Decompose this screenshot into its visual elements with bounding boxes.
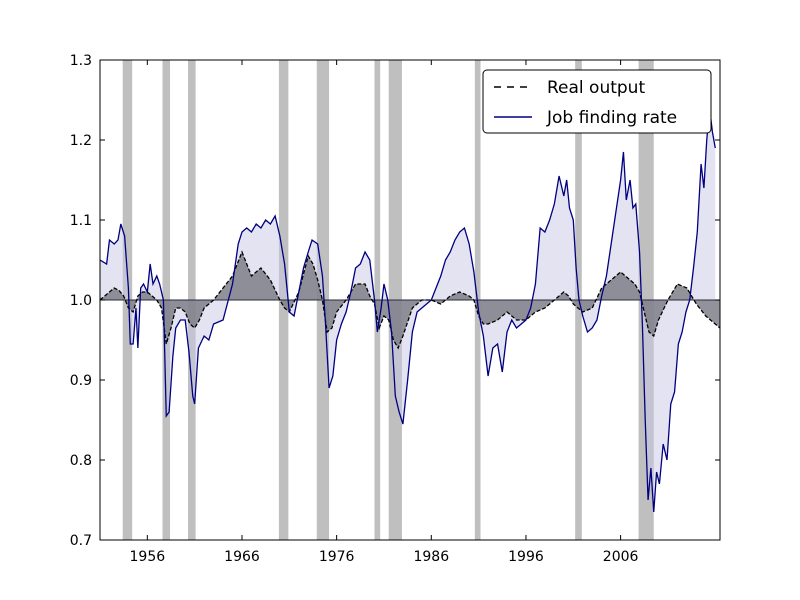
y-tick-label: 0.9 [70, 373, 92, 389]
plot-area [100, 60, 720, 540]
x-tick-label: 1966 [224, 549, 260, 565]
job-finding-rate-line [100, 107, 716, 513]
y-tick-label: 1.1 [70, 213, 92, 229]
legend-box [482, 69, 712, 134]
y-tick-label: 0.8 [70, 453, 92, 469]
plot-content [100, 60, 720, 540]
x-tick-label: 2006 [603, 549, 639, 565]
x-tick-label: 1996 [508, 549, 544, 565]
real-output-line [100, 250, 720, 350]
y-tick-label: 1.2 [70, 133, 92, 149]
y-tick-label: 1.3 [70, 53, 92, 69]
y-tick-label: 0.7 [70, 533, 92, 549]
axis-ticks: 0.7 0.8 0.9 1.0 1.1 1.2 1.3 1956 1966 1976 1986 199… [70, 53, 720, 565]
legend-label-real-output: Real output [547, 78, 645, 98]
y-tick-label: 1.0 [70, 293, 92, 309]
legend: Real output Job finding rate [482, 69, 712, 134]
x-tick-label: 1956 [130, 549, 166, 565]
x-tick-label: 1976 [319, 549, 355, 565]
x-tick-label: 1986 [413, 549, 449, 565]
legend-label-job-finding-rate: Job finding rate [546, 108, 677, 128]
